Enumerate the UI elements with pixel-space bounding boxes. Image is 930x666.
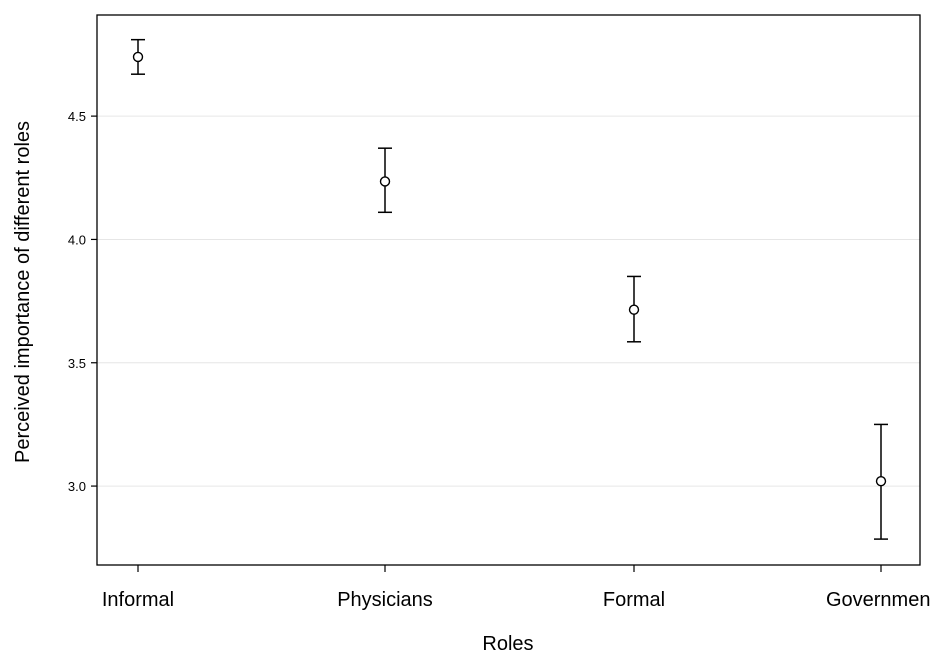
data-point <box>875 475 887 487</box>
x-tick-label: Physicians <box>337 589 433 611</box>
data-point <box>628 304 640 315</box>
y-axis: 3.0 3.5 4.0 4.5 <box>68 109 97 494</box>
y-tick-label: 4.0 <box>68 232 86 247</box>
y-tick-label: 3.0 <box>68 479 86 494</box>
data-point <box>379 176 391 187</box>
x-axis: Informal Physicians Formal Government <box>102 565 930 611</box>
y-tick-label: 4.5 <box>68 109 86 124</box>
grid-layer <box>97 115 920 487</box>
plot-frame <box>96 14 921 566</box>
x-axis-title: Roles <box>482 633 533 655</box>
data-point-group <box>874 423 888 540</box>
data-layer <box>131 38 888 540</box>
y-tick-label: 3.5 <box>68 356 86 371</box>
data-point-group <box>131 38 145 75</box>
data-point-group <box>378 147 392 214</box>
x-tick-label: Government <box>826 589 930 611</box>
data-point <box>132 51 144 63</box>
data-point-group <box>627 275 641 343</box>
x-tick-label: Formal <box>603 589 665 611</box>
y-axis-title: Perceived importance of different roles <box>12 121 34 463</box>
x-tick-label: Informal <box>102 589 174 611</box>
